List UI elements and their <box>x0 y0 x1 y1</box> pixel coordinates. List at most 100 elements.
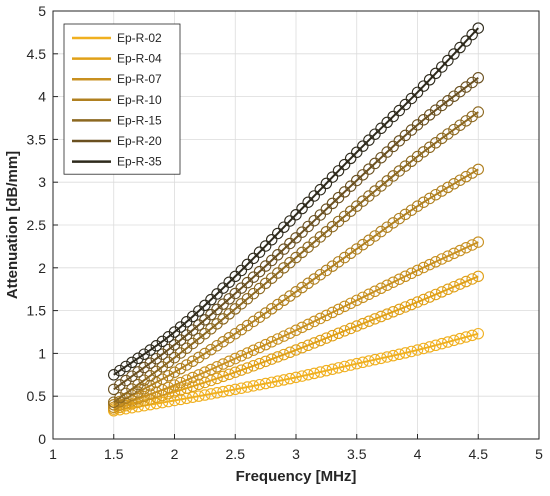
data-point-ep-r-07 <box>150 386 163 398</box>
data-point-ep-r-10 <box>290 286 302 298</box>
data-point-ep-r-35 <box>120 360 132 373</box>
data-point-ep-r-15 <box>150 365 163 378</box>
data-point-ep-r-07 <box>193 369 205 381</box>
data-point-ep-r-02 <box>205 388 217 400</box>
data-point-ep-r-10 <box>265 303 278 315</box>
data-point-ep-r-35 <box>429 67 442 80</box>
data-point-ep-r-07 <box>235 350 248 362</box>
data-point-ep-r-04 <box>387 305 399 318</box>
data-point-ep-r-35 <box>308 190 320 202</box>
data-point-ep-r-10 <box>363 234 375 247</box>
data-point-ep-r-10 <box>253 311 266 323</box>
data-point-ep-r-07 <box>350 294 363 307</box>
data-point-ep-r-02 <box>326 363 339 375</box>
data-point-ep-r-10 <box>436 185 448 197</box>
data-point-ep-r-02 <box>162 395 175 408</box>
data-point-ep-r-35 <box>423 74 436 86</box>
data-point-ep-r-35 <box>199 299 211 312</box>
data-point-ep-r-35 <box>381 116 393 129</box>
data-point-ep-r-10 <box>223 331 235 344</box>
data-point-ep-r-15 <box>454 119 466 131</box>
data-point-ep-r-35 <box>442 54 454 67</box>
data-point-ep-r-20 <box>332 191 345 204</box>
data-point-ep-r-10 <box>205 343 217 356</box>
data-point-ep-r-15 <box>436 132 448 145</box>
x-tick-label: 1.5 <box>104 446 124 462</box>
data-point-ep-r-35 <box>150 340 163 352</box>
data-point-ep-r-10 <box>272 298 284 311</box>
data-point-ep-r-35 <box>454 41 466 54</box>
data-point-ep-r-10 <box>332 256 345 268</box>
data-point-ep-r-10 <box>393 212 406 225</box>
data-point-ep-r-10 <box>229 327 242 340</box>
data-point-ep-r-10 <box>350 243 363 255</box>
y-tick-label: 2 <box>38 260 46 276</box>
data-point-ep-r-02 <box>423 341 436 353</box>
data-point-ep-r-20 <box>144 357 156 369</box>
data-point-ep-r-35 <box>114 364 126 377</box>
data-point-ep-r-20 <box>150 352 163 365</box>
data-point-ep-r-10 <box>241 319 254 332</box>
data-point-ep-r-04 <box>320 332 333 344</box>
data-point-ep-r-04 <box>217 370 229 383</box>
data-point-ep-r-20 <box>326 197 339 210</box>
data-point-ep-r-07 <box>429 256 442 268</box>
series-line-ep-r-20 <box>113 76 479 391</box>
data-point-ep-r-04 <box>296 341 308 354</box>
data-point-ep-r-07 <box>387 276 399 288</box>
data-point-ep-r-35 <box>466 28 478 41</box>
x-tick-label: 2.5 <box>226 446 246 462</box>
data-point-ep-r-35 <box>235 264 248 277</box>
data-point-ep-r-04 <box>314 334 327 347</box>
data-point-ep-r-15 <box>448 123 460 136</box>
data-point-ep-r-04 <box>429 288 442 301</box>
data-point-ep-r-02 <box>302 368 314 381</box>
data-point-ep-r-02 <box>350 357 363 370</box>
data-point-ep-r-35 <box>272 227 284 240</box>
data-point-ep-r-07 <box>241 347 254 359</box>
legend-label: Ep-R-02 <box>117 31 162 45</box>
data-point-ep-r-10 <box>375 225 387 238</box>
data-point-ep-r-35 <box>205 293 217 306</box>
data-point-ep-r-07 <box>265 336 278 348</box>
data-point-ep-r-02 <box>211 387 223 399</box>
data-point-ep-r-35 <box>357 140 369 152</box>
data-point-ep-r-10 <box>314 268 327 281</box>
data-point-ep-r-10 <box>186 355 199 367</box>
data-point-ep-r-35 <box>126 356 138 369</box>
data-point-ep-r-10 <box>417 196 430 208</box>
data-point-ep-r-07 <box>272 333 284 345</box>
data-point-ep-r-35 <box>284 215 296 227</box>
data-point-ep-r-10 <box>108 399 120 411</box>
data-point-ep-r-15 <box>144 370 156 382</box>
data-point-ep-r-10 <box>302 277 314 290</box>
data-point-ep-r-02 <box>332 362 345 374</box>
data-point-ep-r-35 <box>411 86 424 99</box>
data-point-ep-r-04 <box>302 339 314 352</box>
data-point-ep-r-10 <box>150 376 163 389</box>
data-point-ep-r-04 <box>448 280 460 293</box>
data-point-ep-r-35 <box>253 246 266 258</box>
data-point-ep-r-20 <box>320 203 333 215</box>
data-point-ep-r-07 <box>332 303 345 316</box>
data-point-ep-r-20 <box>296 226 308 238</box>
data-point-ep-r-10 <box>405 204 418 216</box>
data-point-ep-r-07 <box>290 324 302 337</box>
ticks <box>52 10 540 440</box>
data-point-ep-r-07 <box>284 327 296 339</box>
data-point-ep-r-07 <box>442 250 454 262</box>
data-point-ep-r-20 <box>369 157 381 170</box>
data-point-ep-r-04 <box>442 283 454 296</box>
data-point-ep-r-35 <box>369 128 381 140</box>
data-point-ep-r-04 <box>363 315 375 327</box>
data-point-ep-r-10 <box>320 264 333 277</box>
y-tick-label: 0 <box>38 431 46 447</box>
data-point-ep-r-35 <box>472 22 484 34</box>
data-point-ep-r-07 <box>417 261 430 274</box>
data-point-ep-r-02 <box>217 385 229 398</box>
data-point-ep-r-15 <box>120 387 132 400</box>
data-point-ep-r-35 <box>460 35 472 47</box>
data-point-ep-r-07 <box>217 358 229 370</box>
